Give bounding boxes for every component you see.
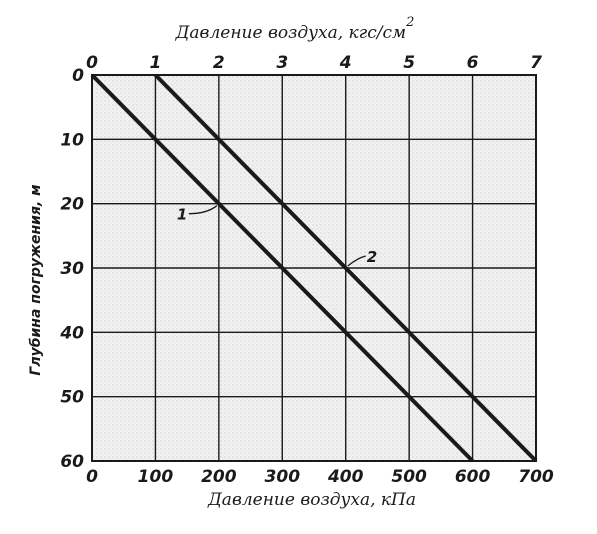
top-tick-label: 1	[150, 53, 162, 73]
top-axis-title-superscript: 2	[405, 15, 414, 30]
y-tick-label: 30	[60, 259, 84, 279]
x-tick-label: 300	[265, 467, 301, 487]
series-line-2	[154, 73, 538, 463]
x-tick-label: 600	[455, 467, 491, 487]
x-tick-label: 0	[86, 467, 98, 487]
x-tick-label: 100	[138, 467, 174, 487]
y-tick-label: 60	[60, 452, 84, 472]
curve-labels: 12	[177, 205, 377, 267]
curve-1-label: 1	[177, 206, 187, 224]
y-axis-title: Глубина погружения, м	[28, 184, 44, 375]
x-axis-title: Давление воздуха, кПа	[207, 490, 416, 510]
top-tick-label: 5	[403, 53, 415, 73]
curve-1-leader	[188, 205, 218, 215]
x-tick-label: 400	[327, 467, 364, 487]
top-tick-label: 2	[213, 53, 225, 73]
y-tick-label: 20	[60, 195, 84, 215]
series-group	[90, 73, 538, 463]
x-tick-label: 200	[201, 467, 237, 487]
x-tick-label: 700	[518, 467, 554, 487]
top-tick-label: 7	[530, 53, 542, 73]
top-tick-label: 4	[339, 53, 352, 73]
curve-2-leader	[347, 255, 366, 267]
curve-2-label: 2	[367, 248, 377, 266]
y-tick-label: 50	[60, 388, 84, 408]
series-line-1	[90, 73, 474, 463]
left-axis-ticks: 0 10 20 30 40 50 60	[59, 66, 84, 472]
y-tick-label: 10	[60, 130, 84, 150]
y-tick-label: 40	[59, 323, 84, 343]
top-tick-label: 3	[276, 53, 288, 73]
top-axis-ticks: 0 1 2 3 4 5 6 7	[86, 53, 542, 73]
plot-frame	[91, 74, 537, 462]
y-tick-label: 0	[72, 66, 84, 86]
x-tick-label: 500	[391, 467, 427, 487]
top-axis-title: Давление воздуха, кгс/см2	[175, 15, 415, 43]
bottom-axis-ticks: 0 100 200 300 400 500 600 700	[86, 467, 554, 487]
top-tick-label: 0	[86, 53, 98, 73]
top-tick-label: 6	[467, 53, 479, 73]
